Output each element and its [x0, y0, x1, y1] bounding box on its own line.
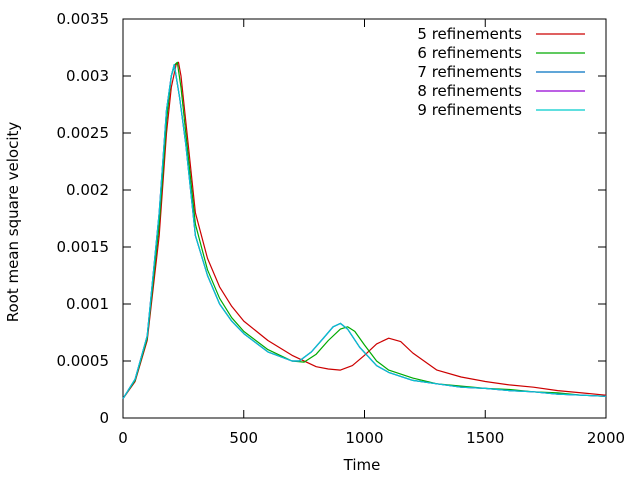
y-tick-label: 0: [99, 409, 109, 427]
y-tick-label: 0.0005: [57, 352, 110, 370]
legend-entry: 7 refinements: [417, 63, 585, 81]
x-tick-label: 1000: [345, 429, 383, 447]
legend-label: 9 refinements: [417, 101, 522, 119]
legend-entry: 9 refinements: [417, 101, 585, 119]
legend-label: 7 refinements: [417, 63, 522, 81]
y-tick-label: 0.0015: [57, 238, 110, 256]
y-tick-label: 0.002: [66, 181, 109, 199]
y-tick-label: 0.001: [66, 295, 109, 313]
x-tick-label: 1500: [466, 429, 504, 447]
x-tick-label: 0: [118, 429, 128, 447]
legend-label: 6 refinements: [417, 44, 522, 62]
y-tick-label: 0.003: [66, 67, 109, 85]
series-lines: [122, 61, 607, 399]
y-tick-label: 0.0035: [57, 10, 110, 28]
y-tick-label: 0.0025: [57, 124, 110, 142]
series-line-5-refinements: [122, 61, 607, 399]
legend-entry: 8 refinements: [417, 82, 585, 100]
plot-frame: [122, 18, 607, 419]
legend-entry: 6 refinements: [417, 44, 585, 62]
x-axis-title: Time: [343, 456, 381, 474]
x-tick-label: 500: [229, 429, 258, 447]
series-line-9-refinements: [122, 63, 607, 399]
legend-label: 8 refinements: [417, 82, 522, 100]
y-axis-title: Root mean square velocity: [4, 122, 22, 323]
x-tick-label: 2000: [587, 429, 625, 447]
legend-entry: 5 refinements: [417, 25, 585, 43]
axis-ticks: 0 500 1000 1500 2000 0 0.0005 0.001 0.0015 0.002 0…: [57, 10, 626, 447]
legend-label: 5 refinements: [417, 25, 522, 43]
